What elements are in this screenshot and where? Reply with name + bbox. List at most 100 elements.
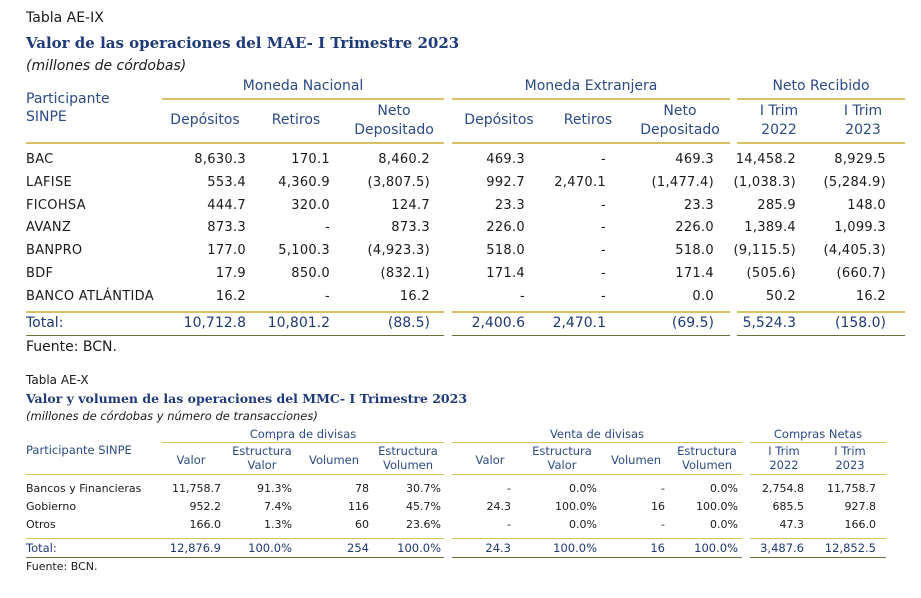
- row-name: BANCO ATLÁNTIDA: [26, 289, 154, 304]
- col-header-mn-depositos: Depósitos: [170, 112, 240, 128]
- cell-2-t22: 685.5: [772, 500, 805, 513]
- header-line-3: [737, 142, 905, 144]
- cell-2-t23: 166.0: [844, 518, 877, 531]
- total-label: Total:: [26, 315, 64, 331]
- header-line-2: [452, 142, 730, 144]
- cell-t22: 285.9: [757, 198, 796, 213]
- cell-mn_ret: 850.0: [291, 266, 330, 281]
- col-header-me-retiros: Retiros: [563, 112, 613, 128]
- cell-2-v_vol: 16: [651, 500, 665, 513]
- cell-2-v_evol: 0.0%: [710, 482, 738, 495]
- row-name: LAFISE: [26, 175, 73, 190]
- cell-mn_dep: 553.4: [207, 175, 246, 190]
- header-line-2-2: [452, 474, 742, 475]
- cell-2-v_ev: 0.0%: [569, 482, 597, 495]
- group-line-compra: [162, 442, 444, 443]
- cell-2-c_ev: 1.3%: [264, 518, 292, 531]
- col-header-c-vol: Volumen: [308, 453, 360, 467]
- cell-2-t22: 2,754.8: [762, 482, 804, 495]
- cell-mn_ret: -: [325, 220, 330, 235]
- header-line-1: [26, 142, 444, 144]
- cell-t23: (4,405.3): [823, 243, 886, 258]
- cell-me_dep: 226.0: [486, 220, 525, 235]
- col-header-c-evol: Estructura Volumen: [378, 444, 438, 472]
- total-mn_dep: 10,712.8: [183, 315, 246, 331]
- total-line-2-bottom-1: [26, 557, 444, 558]
- cell-2-v_vol: -: [661, 482, 665, 495]
- cell-t22: 50.2: [765, 289, 796, 304]
- group-line-venta: [452, 442, 742, 443]
- table-title-2: Valor y volumen de las operaciones del M…: [26, 391, 468, 406]
- group-header-moneda-extranjera: Moneda Extranjera: [524, 78, 658, 94]
- total-line-2-bottom-3: [750, 557, 886, 558]
- cell-mn_dep: 444.7: [207, 198, 246, 213]
- total-me_neto: (69.5): [671, 315, 714, 331]
- cell-2-t23: 11,758.7: [827, 482, 876, 495]
- cell-mn_neto: (832.1): [380, 266, 430, 281]
- total-me_ret: 2,470.1: [552, 315, 606, 331]
- cell-t22: 1,389.4: [744, 220, 796, 235]
- col-header-t22-2: I Trim 2022: [768, 444, 800, 472]
- col-header-c-valor: Valor: [176, 453, 206, 467]
- total-2-t22: 3,487.6: [760, 541, 804, 555]
- group-header-netas: Compras Netas: [773, 427, 863, 441]
- cell-2-v_vol: -: [661, 518, 665, 531]
- total-2-c_ev: 100.0%: [248, 541, 292, 555]
- table-source-2: Fuente: BCN.: [26, 560, 98, 573]
- total-line-2-bottom-2: [452, 557, 742, 558]
- total-line-2-top-1: [26, 538, 444, 539]
- cell-2-c_val: 166.0: [189, 518, 222, 531]
- total-2-v_vol: 16: [650, 541, 665, 555]
- cell-me_ret: -: [601, 220, 606, 235]
- cell-mn_ret: -: [325, 289, 330, 304]
- col-header-v-ev: Estructura Valor: [532, 444, 592, 472]
- cell-me_dep: 518.0: [486, 243, 525, 258]
- col-header-mn-retiros: Retiros: [271, 112, 321, 128]
- cell-me_ret: -: [601, 266, 606, 281]
- cell-2-c_evol: 23.6%: [406, 518, 441, 531]
- cell-2-v_val: 24.3: [486, 500, 512, 513]
- total-line-top-3: [737, 311, 905, 313]
- group-line-netas: [750, 442, 886, 443]
- cell-mn_dep: 177.0: [207, 243, 246, 258]
- cell-me_neto: 226.0: [675, 220, 714, 235]
- total-line-bottom-2: [452, 335, 730, 336]
- cell-2-c_vol: 78: [355, 482, 369, 495]
- total-line-top-1: [26, 311, 444, 313]
- row-name-2: Bancos y Financieras: [26, 482, 142, 495]
- row-name: BANPRO: [26, 243, 83, 258]
- total-mn_ret: 10,801.2: [267, 315, 330, 331]
- cell-2-v_val: -: [507, 518, 511, 531]
- cell-me_neto: 0.0: [692, 289, 714, 304]
- cell-t23: 8,929.5: [834, 152, 886, 167]
- cell-me_dep: 469.3: [486, 152, 525, 167]
- row-name: AVANZ: [26, 220, 72, 235]
- cell-mn_neto: 124.7: [391, 198, 430, 213]
- row-name-2: Otros: [26, 518, 56, 531]
- cell-t22: 14,458.2: [735, 152, 796, 167]
- cell-mn_neto: 16.2: [399, 289, 430, 304]
- row-name: FICOHSA: [26, 198, 86, 213]
- cell-mn_neto: (3,807.5): [367, 175, 430, 190]
- cell-2-v_ev: 100.0%: [555, 500, 597, 513]
- cell-t23: (5,284.9): [823, 175, 886, 190]
- cell-2-v_evol: 0.0%: [710, 518, 738, 531]
- total-2-t23: 12,852.5: [824, 541, 876, 555]
- cell-mn_dep: 8,630.3: [194, 152, 246, 167]
- cell-t23: 16.2: [855, 289, 886, 304]
- row-name: BAC: [26, 152, 54, 167]
- cell-me_dep: -: [520, 289, 525, 304]
- cell-me_neto: 518.0: [675, 243, 714, 258]
- cell-mn_ret: 5,100.3: [278, 243, 330, 258]
- cell-2-c_val: 11,758.7: [172, 482, 221, 495]
- cell-2-c_vol: 60: [355, 518, 369, 531]
- total-line-top-2: [452, 311, 730, 313]
- cell-2-t23: 927.8: [844, 500, 877, 513]
- header-participante-2: Participante SINPE: [26, 443, 132, 457]
- header-line-2-1: [26, 474, 444, 475]
- group-line-me: [452, 98, 730, 100]
- cell-me_dep: 992.7: [486, 175, 525, 190]
- total-t22: 5,524.3: [742, 315, 796, 331]
- group-line-nr: [737, 98, 905, 100]
- row-name: BDF: [26, 266, 54, 281]
